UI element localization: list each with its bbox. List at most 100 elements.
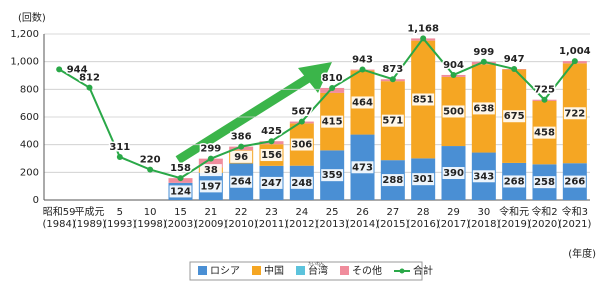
total-point — [268, 138, 275, 145]
total-point — [359, 66, 366, 73]
y-tick-label: 0 — [33, 195, 39, 206]
bar-value-label: 458 — [534, 128, 555, 139]
bar-value-label: 288 — [382, 175, 403, 186]
total-label: 299 — [200, 144, 221, 155]
bar-value-label: 359 — [322, 170, 343, 181]
bar-value-label: 464 — [352, 97, 373, 108]
x-tick-label: 25 — [326, 207, 339, 218]
x-tick-year: (2013) — [316, 219, 349, 230]
bar-value-label: 500 — [443, 106, 464, 117]
legend-swatch — [252, 266, 261, 275]
x-tick-year: (2018) — [467, 219, 500, 230]
x-tick-year: (2015) — [376, 219, 409, 230]
bar-value-label: 156 — [261, 150, 282, 161]
bar-value-label: 415 — [322, 117, 343, 128]
x-tick-year: (2021) — [558, 219, 591, 230]
label-bg — [503, 175, 526, 188]
total-point — [420, 35, 427, 42]
bar-value-label: 675 — [504, 111, 525, 122]
y-tick-label: 1,000 — [10, 57, 39, 68]
label-bg — [533, 176, 556, 189]
total-point — [177, 175, 184, 182]
legend-box — [189, 261, 423, 281]
bar-value-label: 638 — [473, 103, 494, 114]
label-bg — [260, 149, 283, 162]
bar-value-label: 343 — [473, 171, 494, 182]
bar-value-label: 264 — [231, 177, 252, 188]
total-point — [298, 118, 305, 125]
label-bg — [412, 173, 435, 186]
x-tick-year: (1993) — [103, 219, 136, 230]
x-tick-label: 28 — [417, 207, 430, 218]
legend-label: 合計 — [413, 264, 433, 277]
label-bg — [381, 174, 404, 187]
label-bg — [563, 175, 586, 188]
total-label: 944 — [67, 64, 88, 75]
bar-segment — [198, 158, 223, 168]
bar-value-label: 124 — [170, 186, 191, 197]
label-bg — [442, 105, 465, 118]
label-bg — [563, 107, 586, 120]
total-label: 386 — [231, 132, 252, 143]
legend-label: 中国 — [264, 264, 284, 277]
total-point — [116, 153, 123, 160]
label-bg — [472, 102, 495, 115]
label-bg — [199, 164, 222, 177]
label-bg — [472, 170, 495, 183]
total-label: 812 — [79, 73, 100, 84]
x-tick-label: 30 — [477, 207, 490, 218]
total-point — [86, 84, 93, 91]
label-bg — [321, 169, 344, 182]
x-tick-label: 令和2 — [531, 205, 557, 218]
x-tick-label: 平成元 — [75, 206, 105, 218]
x-tick-year: (2009) — [194, 219, 227, 230]
total-label: 220 — [140, 155, 161, 166]
x-tick-year: (2012) — [285, 219, 318, 230]
total-point — [207, 155, 214, 162]
legend-swatch — [340, 266, 349, 275]
legend-ruby: たいわん — [308, 260, 324, 266]
total-label: 1,168 — [407, 23, 439, 34]
total-label: 425 — [261, 126, 282, 137]
legend-swatch — [198, 266, 207, 275]
legend-label: その他 — [352, 264, 382, 277]
legend-label: 台湾 — [308, 264, 328, 277]
legend-label: ロシア — [210, 266, 240, 277]
x-tick-label: 5 — [117, 207, 123, 218]
bar-value-label: 473 — [352, 162, 373, 173]
y-tick-label: 600 — [20, 112, 39, 123]
x-tick-label: 29 — [447, 207, 460, 218]
bar-value-label: 266 — [564, 177, 585, 188]
x-tick-year: (1989) — [73, 219, 106, 230]
label-bg — [230, 150, 253, 163]
bar-value-label: 247 — [261, 178, 282, 189]
x-tick-label: 26 — [356, 207, 369, 218]
total-label: 810 — [322, 73, 343, 84]
y-tick-label: 200 — [20, 167, 39, 178]
total-point — [571, 58, 578, 65]
total-point — [450, 71, 457, 78]
total-label: 873 — [382, 64, 403, 75]
x-tick-label: 15 — [174, 207, 187, 218]
label-bg — [442, 167, 465, 180]
y-tick-label: 400 — [20, 140, 39, 151]
x-tick-label: 令和元 — [499, 205, 529, 218]
bar-value-label: 268 — [504, 176, 525, 187]
x-tick-year: (2014) — [346, 219, 379, 230]
label-bg — [230, 175, 253, 188]
total-point — [147, 166, 154, 173]
label-bg — [169, 185, 192, 198]
x-tick-year: (2019) — [498, 219, 531, 230]
total-point — [56, 66, 63, 73]
x-tick-label: 24 — [295, 207, 308, 218]
x-tick-label: 昭和59 — [43, 206, 76, 218]
bar-value-label: 306 — [291, 140, 312, 151]
y-tick-label: 800 — [20, 84, 39, 95]
legend-marker — [399, 268, 405, 274]
x-tick-year: (2017) — [437, 219, 470, 230]
total-line — [58, 36, 576, 180]
bar-value-label: 390 — [443, 168, 464, 179]
label-bg — [503, 110, 526, 123]
